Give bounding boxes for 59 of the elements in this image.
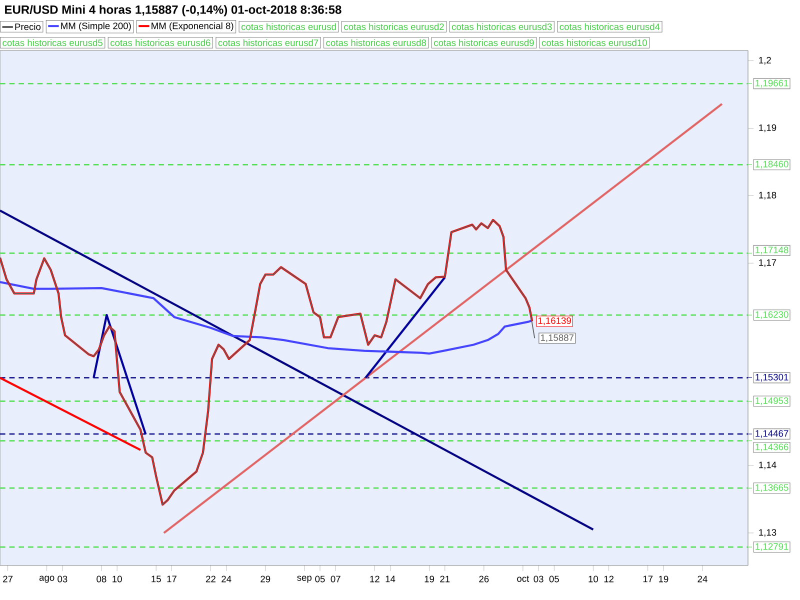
ref-line-label: 1,17148 [756, 246, 788, 254]
x-tick-label: 24 [698, 576, 708, 582]
text: cotas historicas eurusd10 [542, 39, 647, 46]
x-tick-label: 03 [534, 576, 544, 582]
x-tick-label: 08 [96, 576, 106, 582]
x-tick-label: 05 [315, 576, 325, 582]
ref-line-label: 1,13665 [756, 484, 788, 492]
text: cotas historicas eurusd [241, 23, 336, 30]
text: cotas historicas eurusd9 [434, 39, 534, 46]
text: cotas historicas eurusd6 [110, 39, 210, 46]
chart-title: EUR/USD Mini 4 horas 1,15887 (-0,14%) 01-oct-2018 8:36:58 [5, 5, 342, 16]
x-tick-label: oct [517, 576, 530, 582]
x-tick-label: 29 [260, 576, 270, 582]
legend-label: Precio [15, 23, 41, 30]
x-tick-label: 17 [643, 576, 653, 582]
x-tick-label: 19 [424, 576, 434, 582]
line-series [0, 280, 534, 355]
text: cotas historicas eurusd3 [452, 23, 552, 30]
x-tick-label: ago [39, 576, 54, 583]
legend-label: MM (Exponencial 8) [152, 22, 234, 32]
data-label: 1,15887 [540, 334, 574, 342]
text: cotas historicas eurusd4 [560, 23, 660, 30]
x-tick-label: 03 [58, 576, 68, 582]
x-tick-label: 12 [604, 576, 614, 582]
x-tick-label: 12 [370, 576, 380, 582]
ref-line-label: 1,19661 [756, 80, 788, 88]
y-tick-label: 1,2 [759, 56, 771, 65]
x-tick-label: 24 [222, 576, 232, 582]
x-tick-label: 14 [386, 576, 396, 582]
ref-line-label: 1,16230 [756, 311, 788, 319]
ref-line-label: 1,14366 [756, 444, 788, 452]
x-tick-label: 26 [479, 576, 489, 582]
x-tick-label: 27 [3, 576, 13, 582]
x-tick-label: 05 [549, 576, 559, 582]
x-tick-label: 10 [588, 576, 598, 582]
x-tick-label: 22 [206, 576, 216, 582]
text: cotas historicas eurusd7 [218, 39, 318, 46]
x-tick-label: sep [297, 576, 312, 583]
text: cotas historicas eurusd5 [2, 39, 102, 46]
ref-line-label: 1,14953 [756, 397, 788, 406]
x-tick-label: 15 [152, 576, 161, 582]
text: cotas historicas eurusd2 [344, 23, 444, 30]
legend-label: MM (Simple 200) [61, 22, 131, 32]
y-tick-label: 1,17 [759, 259, 776, 267]
x-tick-label: 17 [167, 576, 176, 582]
ref-line-label: 1,15301 [756, 374, 788, 382]
x-tick-label: 21 [440, 576, 450, 582]
text: cotas historicas eurusd8 [326, 39, 426, 46]
y-tick-label: 1,14 [759, 462, 776, 470]
ref-line-label: 1,12791 [756, 543, 788, 551]
x-tick-label: 19 [658, 576, 668, 582]
data-label: 1,16139 [538, 317, 571, 326]
y-tick-label: 1,13 [759, 529, 776, 537]
ref-line-label: 1,14467 [756, 430, 788, 438]
y-tick-label: 1,18 [759, 192, 776, 200]
x-tick-label: 10 [112, 576, 122, 582]
ref-line-label: 1,18460 [756, 160, 788, 169]
x-tick-label: 07 [330, 576, 340, 582]
y-tick-label: 1,19 [759, 124, 776, 132]
